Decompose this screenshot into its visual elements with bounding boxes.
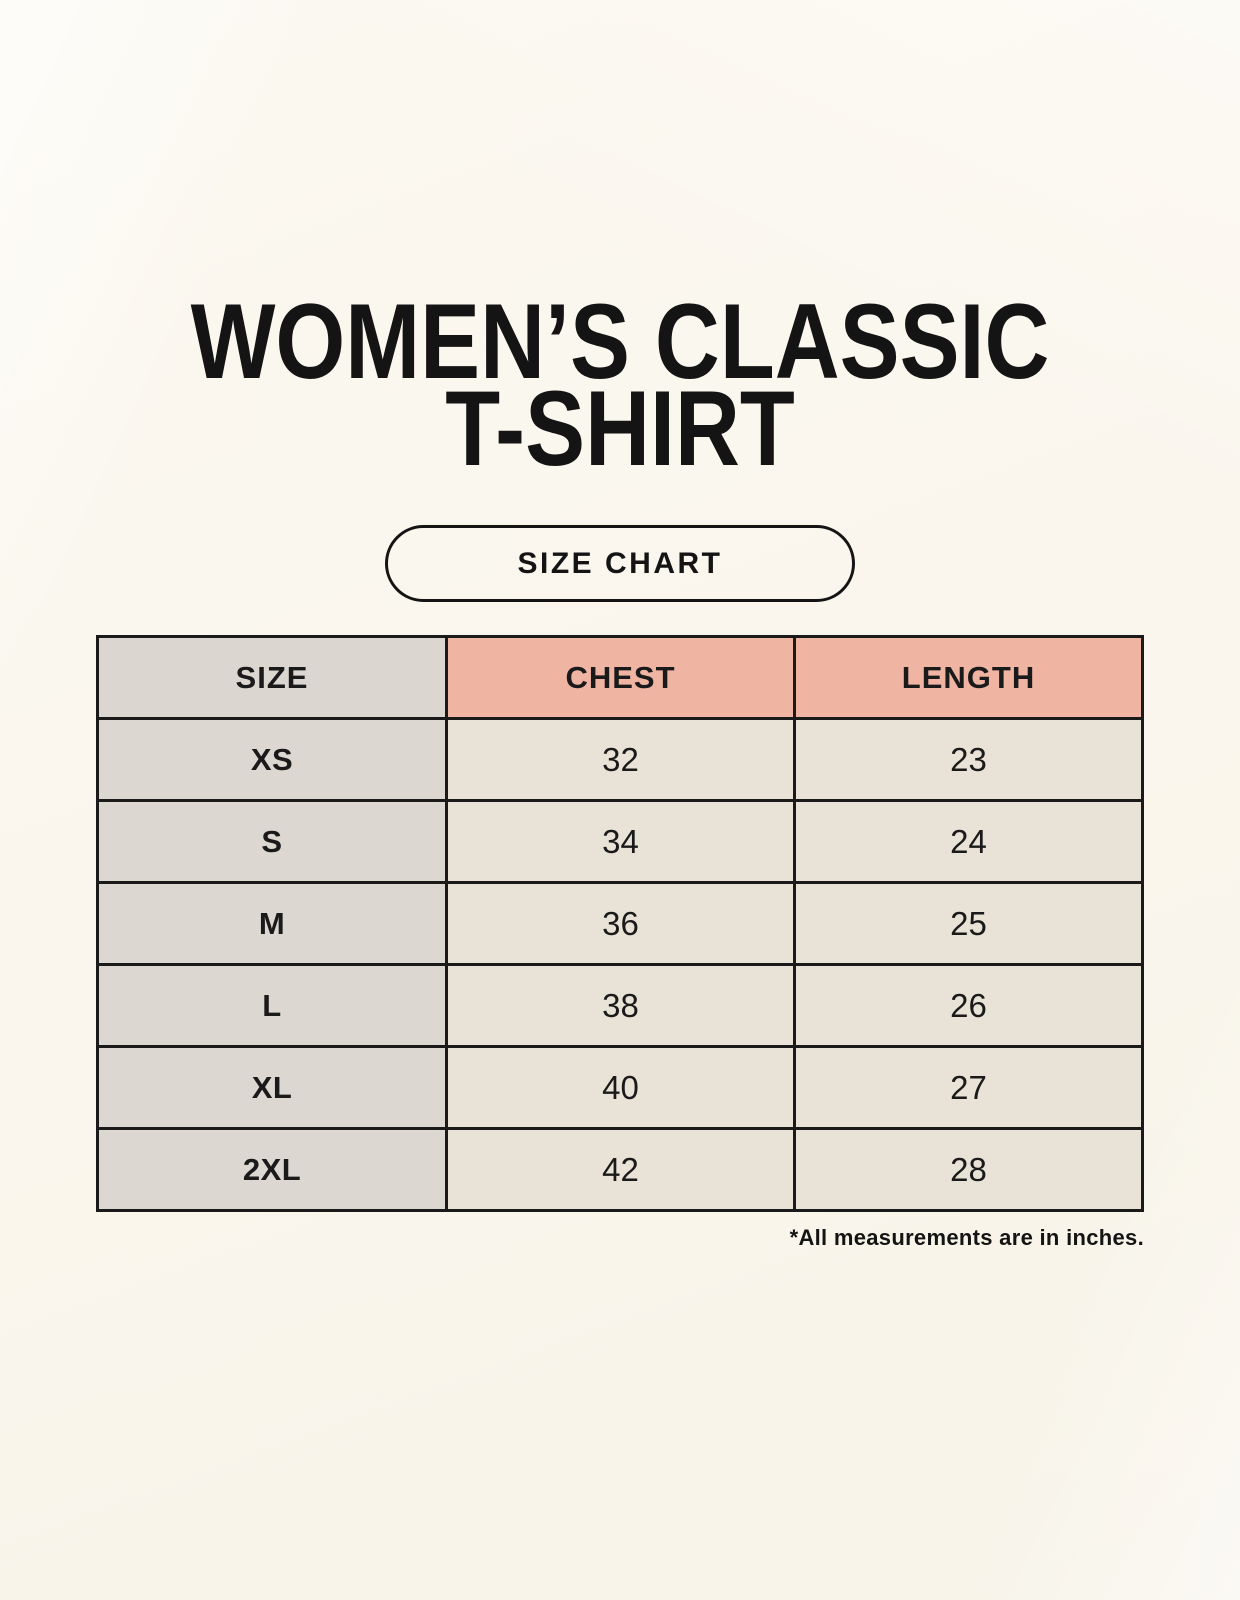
length-value-l: 26	[793, 963, 1144, 1049]
length-value-xs: 23	[793, 717, 1144, 803]
chest-value-2xl: 42	[445, 1127, 796, 1213]
header-cell-chest: CHEST	[445, 635, 796, 721]
header-cell-length: LENGTH	[793, 635, 1144, 721]
table-row-xs: XS 32 23	[95, 717, 1144, 803]
page-title: WOMEN’S CLASSIC T-SHIRT	[99, 0, 1141, 488]
table-row-2xl: 2XL 42 28	[95, 1127, 1144, 1213]
length-value-m: 25	[793, 881, 1144, 967]
table-header-row: SIZE CHEST LENGTH	[95, 635, 1144, 721]
header-cell-size: SIZE	[95, 635, 449, 721]
size-label-m: M	[95, 881, 449, 967]
length-value-2xl: 28	[793, 1127, 1144, 1213]
size-chart-badge-label: SIZE CHART	[517, 546, 723, 580]
size-label-2xl: 2XL	[95, 1127, 449, 1213]
size-chart-badge: SIZE CHART	[385, 525, 855, 603]
chest-value-s: 34	[445, 799, 796, 885]
size-label-xl: XL	[95, 1045, 449, 1131]
length-value-xl: 27	[793, 1045, 1144, 1131]
chest-value-xs: 32	[445, 717, 796, 803]
chest-value-l: 38	[445, 963, 796, 1049]
length-value-s: 24	[793, 799, 1144, 885]
table-row-s: S 34 24	[95, 799, 1144, 885]
table-row-m: M 36 25	[95, 881, 1144, 967]
page-title-line2: T-SHIRT	[445, 367, 795, 488]
table-row-l: L 38 26	[95, 963, 1144, 1049]
size-table: SIZE CHEST LENGTH XS 32 23 S 34 24 M 36 …	[95, 635, 1144, 1213]
size-label-l: L	[95, 963, 449, 1049]
size-label-xs: XS	[95, 717, 449, 803]
table-row-xl: XL 40 27	[95, 1045, 1144, 1131]
chest-value-m: 36	[445, 881, 796, 967]
page-title-line1: WOMEN’S CLASSIC	[190, 281, 1050, 401]
size-label-s: S	[95, 799, 449, 885]
measurements-footnote: *All measurements are in inches.	[789, 1225, 1144, 1251]
chest-value-xl: 40	[445, 1045, 796, 1131]
